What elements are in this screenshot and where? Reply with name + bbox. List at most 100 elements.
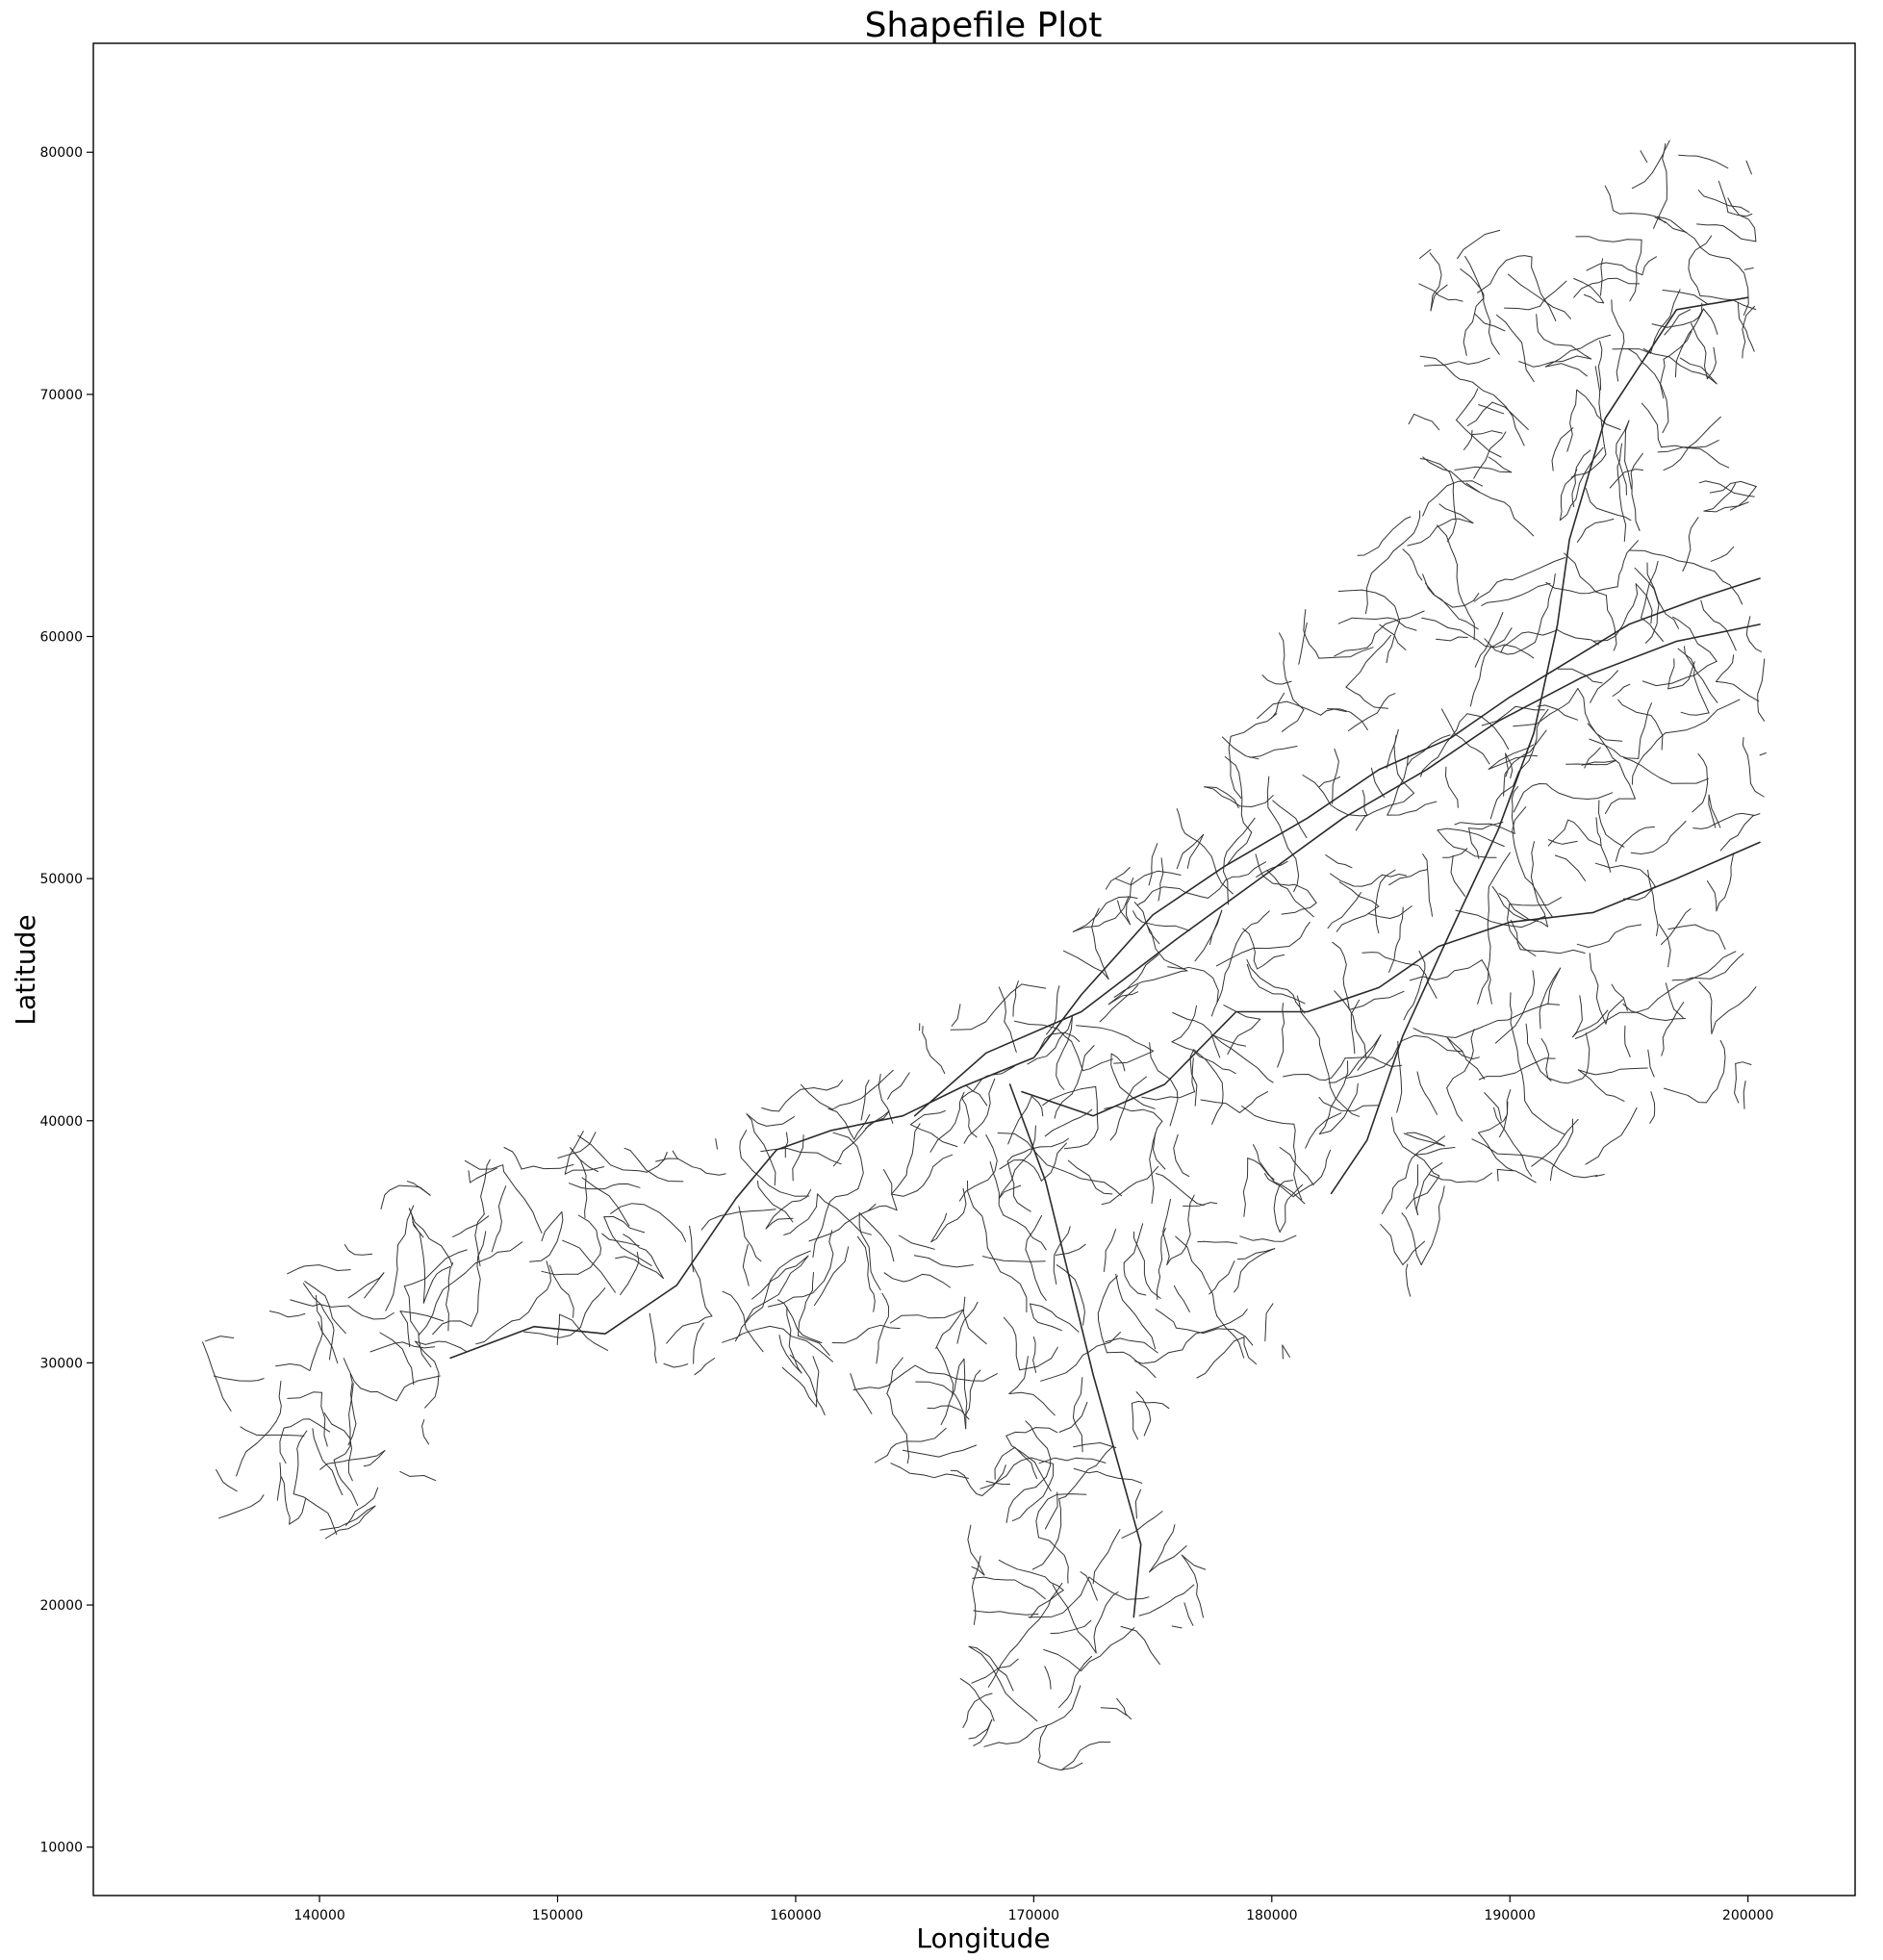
road-segment	[1647, 1049, 1655, 1078]
road-segment	[951, 1004, 961, 1027]
road-segment	[1318, 1060, 1349, 1134]
road-segment	[1390, 1116, 1440, 1177]
road-segment	[1148, 843, 1158, 886]
road-segment	[1576, 518, 1615, 543]
road-segment	[415, 1340, 468, 1353]
road-segment	[1428, 1172, 1492, 1184]
road-segment	[1107, 1351, 1157, 1378]
road-segment	[1239, 1235, 1297, 1242]
road-segment	[1279, 1147, 1314, 1186]
road-segment	[1113, 1050, 1155, 1064]
road-segment	[1616, 466, 1627, 542]
road-segment	[1012, 980, 1019, 1017]
road-segment	[1584, 747, 1601, 769]
road-segment	[1503, 729, 1547, 797]
road-segment	[827, 1107, 855, 1140]
road-segment	[1484, 638, 1536, 655]
road-segment	[415, 1340, 440, 1409]
road-segment	[1718, 180, 1729, 213]
road-segment	[1172, 1012, 1221, 1058]
road-segment	[1589, 953, 1607, 1025]
road-segment	[1478, 1132, 1514, 1171]
road-segment	[1469, 627, 1513, 707]
road-segment	[767, 1267, 831, 1308]
road-segment	[1594, 366, 1607, 455]
road-segment	[1327, 892, 1361, 929]
road-segment	[1572, 995, 1583, 1038]
road-segment	[1413, 413, 1440, 431]
road-segment	[1292, 1149, 1332, 1198]
road-segment	[1110, 1053, 1126, 1072]
road-segment	[1357, 541, 1383, 556]
road-segment	[1464, 255, 1485, 299]
road-segment	[844, 1204, 877, 1224]
road-segment	[746, 1113, 795, 1127]
road-segment	[789, 1354, 826, 1415]
road-segment	[1241, 1106, 1295, 1125]
road-segment	[1093, 1591, 1119, 1654]
x-tick-label: 160000	[770, 1908, 821, 1923]
road-segment	[1487, 852, 1511, 938]
major-road	[913, 624, 1761, 1117]
road-segment	[1493, 1107, 1533, 1177]
road-segment	[1105, 867, 1131, 890]
road-segment	[1612, 348, 1651, 354]
road-segment	[1759, 752, 1767, 756]
road-segment	[797, 1272, 814, 1336]
road-segment	[1092, 1529, 1121, 1585]
road-segment	[1696, 223, 1757, 242]
road-segment	[930, 1212, 948, 1243]
road-segment	[1000, 1271, 1028, 1313]
road-segment	[1505, 752, 1514, 779]
road-segment	[1650, 715, 1664, 751]
road-segment	[1005, 1487, 1036, 1523]
road-segment	[1757, 658, 1766, 722]
road-segment	[1727, 197, 1757, 242]
road-segment	[1149, 1042, 1179, 1127]
road-segment	[289, 1497, 307, 1525]
road-segment	[812, 1187, 859, 1259]
road-segment	[1608, 924, 1642, 942]
road-segment	[1337, 589, 1401, 623]
road-segment	[1500, 629, 1559, 653]
road-segment	[1402, 548, 1423, 581]
road-segment	[1698, 981, 1713, 1034]
road-segment	[965, 1084, 988, 1107]
road-segment	[1729, 486, 1757, 511]
road-segment	[1587, 723, 1636, 800]
road-segment	[1193, 1049, 1224, 1125]
road-segment	[1121, 1511, 1163, 1539]
road-segment	[973, 1610, 1039, 1616]
x-tick-label: 140000	[293, 1908, 344, 1923]
road-segment	[1183, 1202, 1218, 1207]
road-segment	[1171, 1041, 1236, 1075]
road-segment	[1063, 1085, 1099, 1150]
road-segment	[406, 1181, 431, 1196]
road-segment	[1521, 1074, 1565, 1135]
road-segment	[1264, 1303, 1274, 1342]
road-segment	[1212, 1034, 1274, 1083]
road-segment	[1577, 688, 1623, 742]
road-segment	[1577, 1067, 1648, 1076]
road-segment	[1640, 150, 1648, 164]
road-segment	[1662, 290, 1709, 305]
road-segment	[672, 1150, 678, 1159]
road-segment	[1298, 622, 1308, 665]
road-segment	[1332, 748, 1339, 804]
road-segment	[929, 1091, 965, 1153]
road-segment	[1116, 1697, 1132, 1719]
road-segment	[1401, 1212, 1422, 1265]
road-segment	[1019, 1346, 1058, 1371]
road-segment	[666, 1315, 713, 1344]
major-road	[1021, 841, 1761, 1117]
road-segment	[1742, 315, 1747, 359]
road-segment	[1468, 827, 1480, 859]
road-segment	[1030, 1303, 1062, 1332]
road-segment	[858, 1212, 881, 1291]
road-segment	[1060, 1742, 1111, 1771]
road-segment	[1476, 639, 1535, 659]
road-segment	[1338, 881, 1380, 907]
road-segment	[1452, 593, 1480, 608]
road-segment	[1436, 524, 1458, 578]
road-segment	[962, 1296, 987, 1345]
